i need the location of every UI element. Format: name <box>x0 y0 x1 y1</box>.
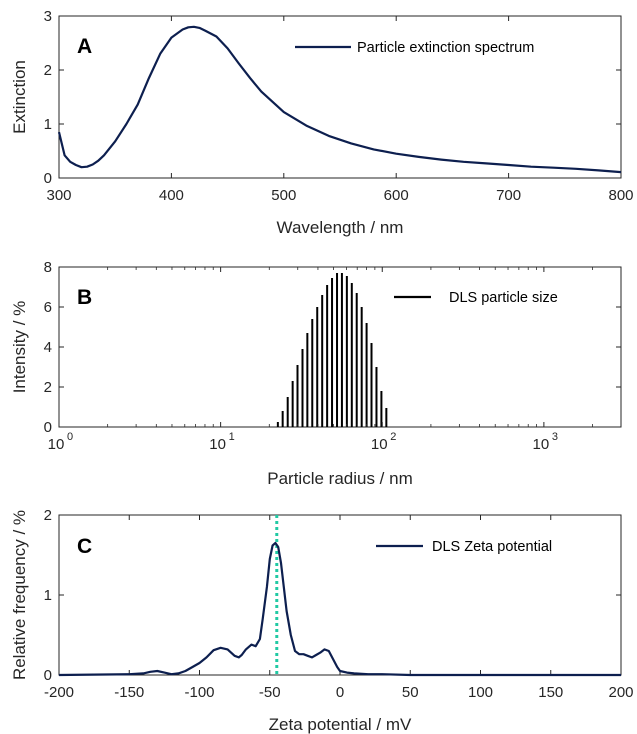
panel-a-x-tick-label: 700 <box>496 187 521 204</box>
panel-b-legend-label: DLS particle size <box>449 290 558 306</box>
panel-b-letter: B <box>77 286 92 309</box>
panel-a-y-tick-label: 1 <box>44 116 52 133</box>
panel-c-x-tick-label: -150 <box>114 684 144 701</box>
panel-b-x-tick-exponent: 2 <box>390 431 396 443</box>
panel-a-x-ticks: 300 400 500 600 700 800 <box>46 16 634 204</box>
panel-b-y-tick-label: 4 <box>44 339 52 356</box>
panel-a-x-axis-label: Wavelength / nm <box>277 218 404 237</box>
panel-b-x-tick-label: 10 <box>209 436 226 453</box>
panel-c-x-tick-label: 0 <box>336 684 344 701</box>
panel-a-x-tick-label: 500 <box>271 187 296 204</box>
panel-b-x-tick-label: 10 <box>533 436 550 453</box>
panel-b-legend: DLS particle size <box>394 290 558 306</box>
panel-b-x-tick-exponent: 0 <box>67 431 73 443</box>
panel-b-y-tick-label: 8 <box>44 259 52 276</box>
panel-b-x-tick-exponent: 3 <box>552 431 558 443</box>
panel-c-x-tick-label: 150 <box>538 684 563 701</box>
panel-a-plot-frame <box>58 15 622 179</box>
panel-a-y-ticks: 0 1 2 3 <box>44 8 621 187</box>
panel-c-x-tick-label: 200 <box>608 684 633 701</box>
panel-b-x-tick-exponent: 1 <box>229 431 235 443</box>
panel-a-letter: A <box>77 35 92 58</box>
panel-a-x-tick-label: 400 <box>159 187 184 204</box>
panel-a-x-tick-label: 800 <box>608 187 633 204</box>
panel-c-x-tick-label: 100 <box>468 684 493 701</box>
panel-b-x-ticks: 10 0 10 1 10 2 10 3 <box>48 267 622 453</box>
panel-b-x-tick-label: 10 <box>371 436 388 453</box>
panel-b-bars <box>276 273 388 427</box>
panel-a-y-axis-label: Extinction <box>10 60 29 134</box>
panel-b-x-axis-label: Particle radius / nm <box>267 469 413 488</box>
panel-c-letter: C <box>77 535 92 558</box>
panel-a-legend-label: Particle extinction spectrum <box>357 40 534 56</box>
panel-a-x-tick-label: 300 <box>46 187 71 204</box>
panel-c-x-tick-label: -100 <box>184 684 214 701</box>
panel-c-x-axis-label: Zeta potential / mV <box>269 715 412 734</box>
panel-b-x-tick-label: 10 <box>48 436 65 453</box>
panel-b-y-tick-label: 6 <box>44 299 52 316</box>
panel-c-x-tick-label: 50 <box>402 684 419 701</box>
panel-c-legend-label: DLS Zeta potential <box>432 539 552 555</box>
panel-c-y-axis-label: Relative frequency / % <box>10 510 29 680</box>
panel-a-x-tick-label: 600 <box>384 187 409 204</box>
panel-a-y-tick-label: 3 <box>44 8 52 25</box>
panel-b-y-ticks: 0 2 4 6 8 <box>44 259 621 436</box>
panel-c-x-tick-label: -200 <box>44 684 74 701</box>
panel-a-extinction-curve <box>57 25 622 174</box>
panel-b-y-axis-label: Intensity / % <box>10 301 29 394</box>
panel-c-y-tick-label: 0 <box>44 667 52 684</box>
panel-a-legend: Particle extinction spectrum <box>295 40 534 56</box>
panel-a-y-tick-label: 2 <box>44 62 52 79</box>
panel-c-x-tick-label: -50 <box>259 684 281 701</box>
panel-c-y-tick-label: 2 <box>44 507 52 524</box>
panel-c-x-ticks: -200 -150 -100 -50 0 50 100 150 200 <box>44 515 634 701</box>
panel-b-y-tick-label: 2 <box>44 379 52 396</box>
panel-c-zeta-curve <box>58 541 621 677</box>
panel-c-legend: DLS Zeta potential <box>376 539 552 555</box>
panel-c-y-tick-label: 1 <box>44 587 52 604</box>
panel-a-extinction-chart: 300 400 500 600 700 800 0 1 2 3 A Particle extin… <box>10 8 634 237</box>
panel-b-y-tick-label: 0 <box>44 419 52 436</box>
panel-c-zeta-potential-chart: -200 -150 -100 -50 0 50 100 150 200 0 1 2 C DLS Ze… <box>10 507 634 734</box>
panel-a-y-tick-label: 0 <box>44 170 52 187</box>
